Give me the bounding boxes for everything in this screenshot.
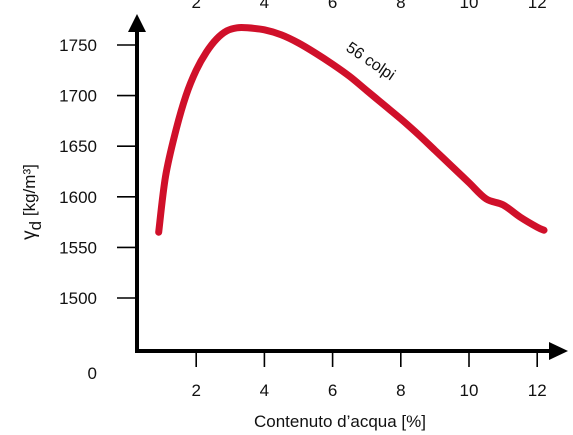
y-axis-title-subscript: d: [26, 221, 45, 230]
top-x-tick-label: 8: [396, 0, 405, 12]
top-x-tick-label: 10: [460, 0, 479, 12]
axes: [128, 14, 568, 360]
x-tick-label: 6: [328, 381, 337, 400]
top-x-tick-label: 12: [528, 0, 547, 12]
x-axis-arrowhead: [549, 342, 568, 360]
y-axis-title-symbol: γ: [19, 230, 40, 240]
y-tick-label: 1500: [59, 289, 97, 308]
top-x-tick-label: 6: [328, 0, 337, 12]
y-tick-label: 1650: [59, 137, 97, 156]
top-x-tick-labels: 2 4 6 8 10 12: [191, 0, 546, 12]
y-origin-label: 0: [88, 364, 97, 383]
y-tick-label: 1550: [59, 238, 97, 257]
x-axis-title: Contenuto d’acqua [%]: [254, 412, 426, 431]
y-axis-arrowhead: [128, 14, 146, 32]
y-tick-label: 1600: [59, 188, 97, 207]
x-tick-label: 4: [260, 381, 269, 400]
series-layer: [155, 23, 548, 236]
x-tick-labels: 2 4 6 8 10 12: [191, 351, 547, 400]
y-tick-labels: 1500 1550 1600 1650 1700 1750: [59, 36, 137, 308]
y-tick-label: 1700: [59, 87, 97, 106]
x-tick-label: 2: [191, 381, 200, 400]
series-line-56-colpi: [155, 23, 548, 236]
x-tick-label: 8: [396, 381, 405, 400]
x-tick-label: 12: [528, 381, 547, 400]
y-axis-title-unit: [kg/m³]: [20, 164, 39, 221]
y-axis-title: γd [kg/m³]: [19, 164, 45, 240]
x-tick-label: 10: [460, 381, 479, 400]
y-tick-label: 1750: [59, 36, 97, 55]
top-x-tick-label: 4: [260, 0, 269, 12]
top-x-tick-label: 2: [191, 0, 200, 12]
